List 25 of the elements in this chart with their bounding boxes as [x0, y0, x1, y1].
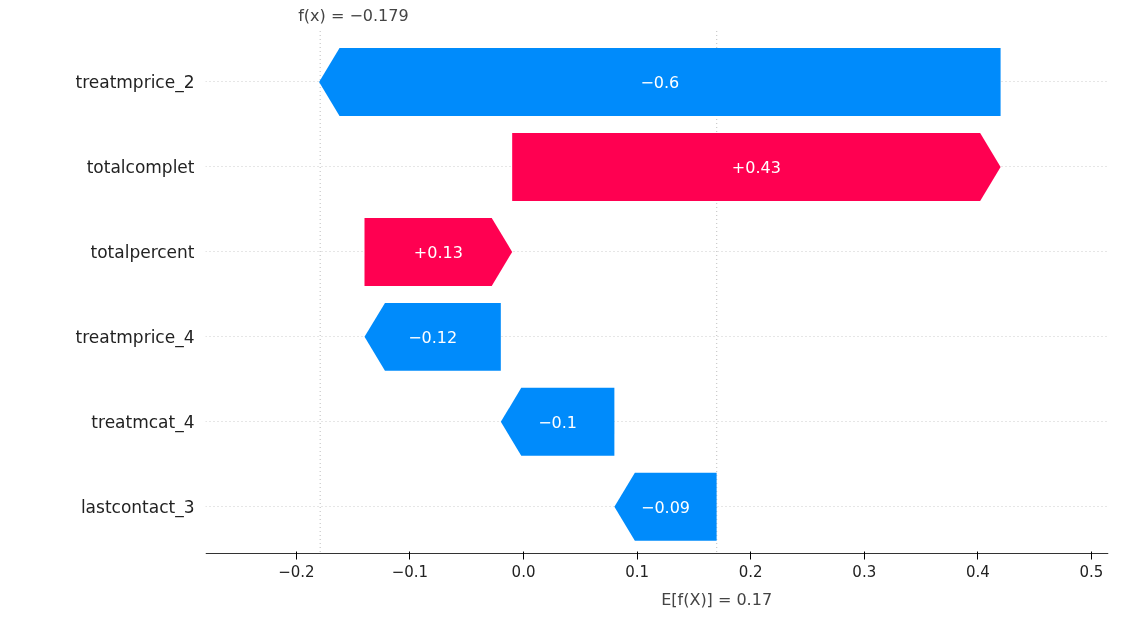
data-label: −0.1: [538, 412, 578, 432]
bar: [364, 217, 513, 286]
bar: [319, 47, 1001, 116]
y-tick-label: totalcomplet: [86, 156, 195, 177]
y-tick-label: treatmcat_4: [91, 411, 195, 433]
x-tick-label: −0.1: [391, 562, 429, 581]
y-tick-label: lastcontact_3: [80, 496, 195, 518]
x-tick-label: 0.0: [511, 562, 536, 581]
x-tick-label: −0.2: [278, 562, 315, 581]
data-label: +0.43: [731, 157, 781, 177]
x-tick-label: 0.5: [1079, 562, 1104, 581]
x-tick-label: 0.4: [965, 562, 990, 581]
bar: [512, 132, 1001, 201]
x-tick-label: 0.2: [738, 562, 763, 581]
ref-line-label: E[f(X)] = 0.17: [661, 589, 773, 609]
data-label: −0.09: [641, 497, 691, 517]
y-tick-label: treatmprice_2: [75, 71, 195, 93]
data-label: −0.12: [408, 327, 458, 347]
x-tick-label: 0.3: [852, 562, 877, 581]
y-tick-label: totalpercent: [90, 241, 195, 262]
data-label: −0.6: [640, 72, 680, 92]
y-tick-label: treatmprice_4: [75, 326, 195, 348]
x-tick-label: 0.1: [625, 562, 650, 581]
data-label: +0.13: [413, 242, 463, 262]
ref-line-label: f(x) = −0.179: [298, 5, 409, 25]
